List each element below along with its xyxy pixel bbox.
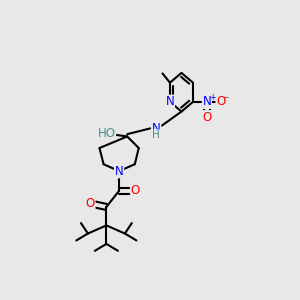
Text: H: H bbox=[152, 130, 160, 140]
Text: N: N bbox=[115, 165, 124, 178]
Text: N: N bbox=[202, 95, 211, 108]
Text: O: O bbox=[202, 111, 212, 124]
Text: O: O bbox=[130, 184, 140, 197]
Text: O: O bbox=[216, 95, 225, 108]
Text: +: + bbox=[209, 93, 215, 102]
Text: N: N bbox=[152, 122, 161, 135]
Text: O: O bbox=[85, 197, 95, 210]
Text: −: − bbox=[223, 93, 229, 102]
Text: HO: HO bbox=[98, 127, 116, 140]
Text: N: N bbox=[166, 95, 174, 108]
